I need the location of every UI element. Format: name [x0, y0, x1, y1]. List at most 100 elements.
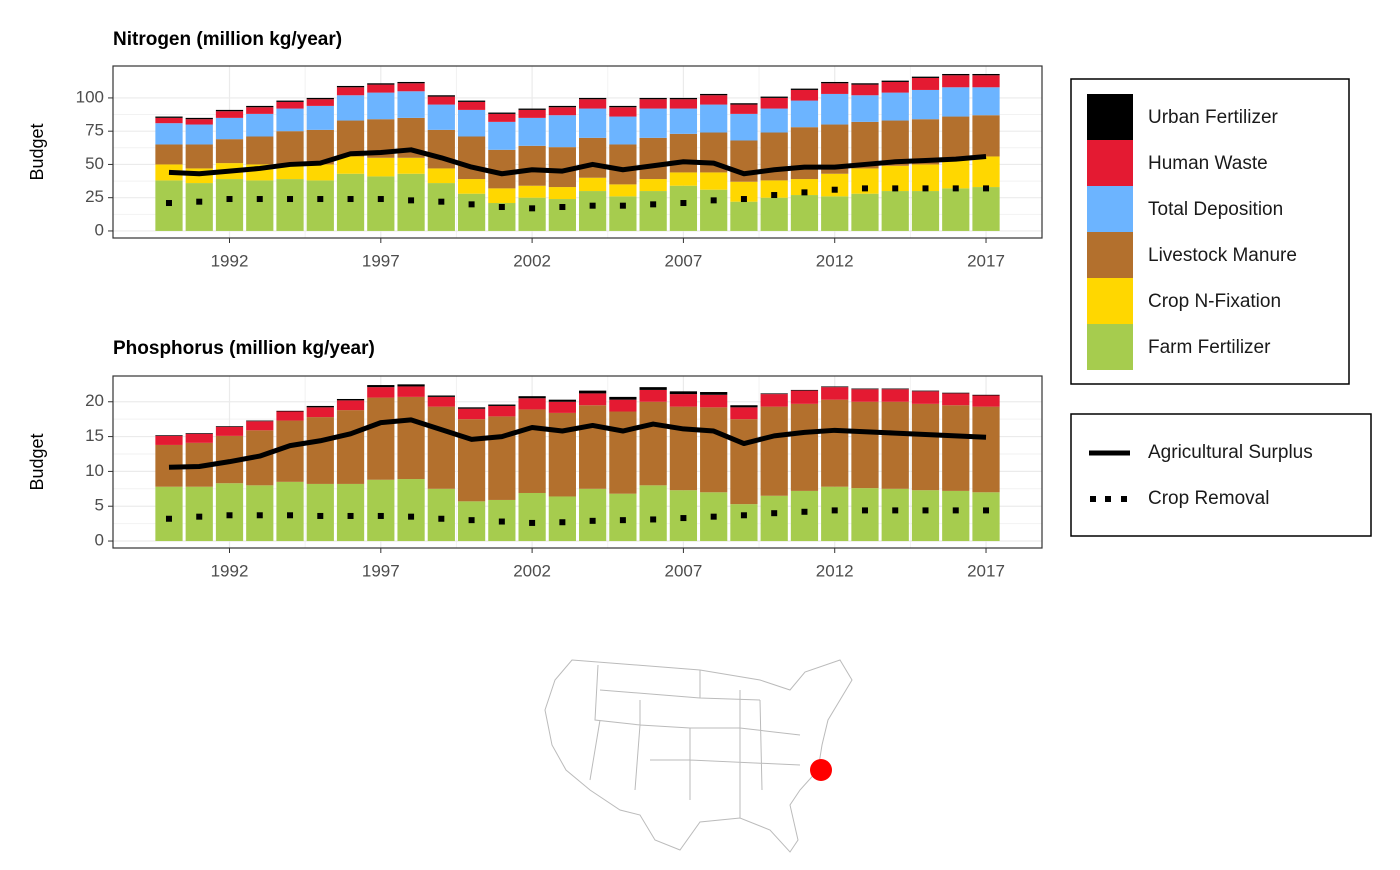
- bar-segment: [246, 136, 274, 165]
- removal-dot: [619, 517, 626, 524]
- bar-segment: [488, 113, 516, 122]
- bar-segment: [246, 420, 274, 422]
- bar-segment: [639, 137, 667, 180]
- bar-segment: [609, 411, 637, 494]
- bar-segment: [760, 180, 788, 198]
- bar-segment: [760, 394, 788, 407]
- removal-dot: [861, 507, 868, 514]
- bar-segment: [336, 87, 365, 96]
- bar-segment: [336, 120, 365, 157]
- bar-segment: [881, 191, 909, 231]
- bar-segment: [397, 386, 425, 397]
- bar-segment: [518, 409, 546, 493]
- bar-segment: [700, 172, 728, 190]
- bar-segment: [881, 388, 909, 390]
- bar-segment: [639, 99, 667, 109]
- bar-segment: [609, 116, 637, 145]
- bar-segment: [821, 386, 849, 388]
- bar-segment: [579, 390, 607, 394]
- bar-segment: [276, 410, 304, 412]
- bar-segment: [488, 121, 516, 150]
- y-tick-label: 100: [76, 87, 104, 106]
- bar-segment: [215, 109, 244, 112]
- bar-segment: [518, 117, 546, 146]
- bar-segment: [790, 195, 819, 231]
- removal-dot: [740, 512, 747, 519]
- bar-segment: [155, 486, 183, 542]
- bar-segment: [851, 95, 879, 122]
- bar-segment: [972, 395, 1000, 407]
- site-marker: [810, 759, 832, 781]
- bar-segment: [336, 400, 365, 411]
- x-tick-label: 2012: [816, 561, 854, 580]
- bar-segment: [881, 488, 909, 542]
- bar-segment: [669, 185, 698, 231]
- bar-segment: [790, 389, 819, 391]
- bar-segment: [942, 87, 970, 117]
- removal-dot: [196, 198, 203, 205]
- y-tick-label: 10: [85, 461, 104, 480]
- bar-segment: [579, 488, 607, 542]
- bar-segment: [306, 405, 334, 408]
- removal-dot: [589, 202, 596, 209]
- bar-segment: [609, 184, 637, 197]
- bar-segment: [730, 113, 758, 141]
- bar-segment: [851, 193, 879, 231]
- bar-segment: [427, 488, 455, 542]
- bar-segment: [790, 390, 819, 404]
- removal-dot: [529, 519, 536, 526]
- bar-segment: [730, 103, 758, 105]
- removal-dot: [347, 196, 354, 203]
- series: [155, 75, 1000, 125]
- legend-label: Crop N-Fixation: [1148, 291, 1281, 312]
- bar-segment: [790, 100, 819, 128]
- bar-segment: [911, 77, 940, 90]
- bar-segment: [851, 121, 879, 169]
- removal-dot: [983, 185, 990, 192]
- legend-key: [1087, 186, 1133, 232]
- legend-dot-key: [1090, 496, 1096, 502]
- bar-segment: [155, 435, 183, 445]
- bar-segment: [579, 108, 607, 138]
- bar-segment: [851, 488, 879, 542]
- bar-segment: [306, 483, 334, 542]
- bar-segment: [669, 133, 698, 173]
- bar-segment: [336, 85, 365, 88]
- bar-segment: [336, 410, 365, 484]
- bar-segment: [306, 97, 334, 100]
- y-tick-label: 0: [95, 220, 104, 239]
- bar-segment: [911, 76, 940, 78]
- bar-segment: [760, 108, 788, 133]
- legend-key: [1087, 324, 1133, 370]
- bar-segment: [427, 183, 455, 231]
- bar-segment: [427, 406, 455, 489]
- y-tick-label: 15: [85, 426, 104, 445]
- bar-segment: [518, 492, 546, 542]
- removal-dot: [468, 517, 475, 524]
- bar-segment: [609, 107, 637, 117]
- bar-segment: [821, 387, 849, 400]
- bar-segment: [700, 394, 728, 408]
- bar-segment: [669, 406, 698, 491]
- bar-segment: [821, 173, 849, 197]
- bar-segment: [306, 180, 334, 231]
- removal-dot: [589, 517, 596, 524]
- bar-segment: [457, 109, 486, 137]
- legend-label: Human Waste: [1148, 153, 1268, 174]
- bar-segment: [911, 89, 940, 120]
- removal-dot: [650, 516, 657, 523]
- bar-segment: [639, 389, 667, 402]
- bar-segment: [457, 136, 486, 180]
- bar-segment: [367, 176, 395, 231]
- bar-segment: [881, 389, 909, 402]
- state-lines: [589, 664, 801, 818]
- bar-segment: [942, 75, 970, 88]
- removal-dot: [952, 185, 959, 192]
- removal-dot: [892, 507, 899, 514]
- bar-segment: [911, 119, 940, 165]
- x-tick-label: 1992: [211, 251, 249, 270]
- bar-segment: [306, 99, 334, 106]
- bar-segment: [276, 411, 304, 421]
- bar-segment: [427, 104, 455, 130]
- bar-segment: [397, 91, 425, 118]
